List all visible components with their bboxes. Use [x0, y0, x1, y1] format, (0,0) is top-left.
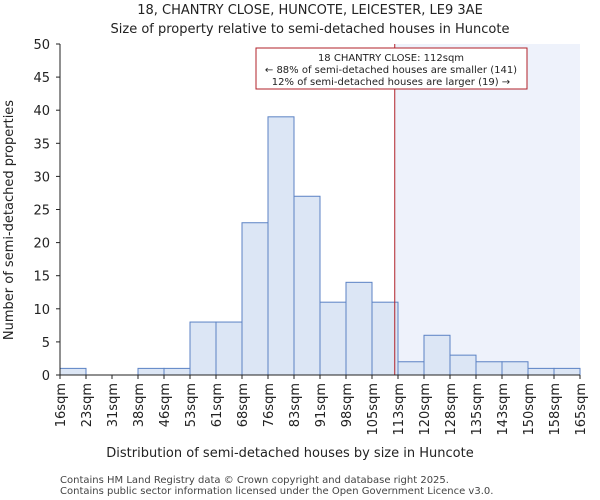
- histogram-bar: [423, 334, 451, 376]
- y-tick-label: 5: [42, 336, 50, 351]
- histogram-bar: [267, 116, 295, 376]
- histogram-bar: [189, 321, 217, 376]
- y-tick-label: 40: [33, 104, 50, 119]
- x-tick-label: 120sqm: [418, 383, 433, 436]
- x-tick-label: 113sqm: [392, 383, 407, 436]
- x-tick-label: 16sqm: [54, 383, 69, 427]
- x-tick-label: 165sqm: [574, 383, 589, 436]
- x-tick-label: 23sqm: [80, 383, 95, 427]
- histogram-bar: [215, 321, 243, 376]
- histogram-bar: [319, 301, 347, 376]
- x-tick-label: 46sqm: [158, 383, 173, 427]
- y-tick-label: 45: [33, 71, 50, 86]
- x-tick-label: 83sqm: [288, 383, 303, 427]
- x-tick-label: 53sqm: [184, 383, 199, 427]
- y-tick-label: 50: [33, 38, 50, 53]
- histogram-bar: [527, 367, 555, 376]
- y-tick-label: 35: [33, 137, 50, 152]
- histogram-bar: [397, 361, 425, 376]
- y-tick-label: 20: [33, 237, 50, 252]
- larger-region-shade: [394, 44, 580, 375]
- x-tick-label: 91sqm: [314, 383, 329, 427]
- chart-title: 18, CHANTRY CLOSE, HUNCOTE, LEICESTER, L…: [137, 3, 483, 18]
- annotation-line-1: 18 CHANTRY CLOSE: 112sqm: [318, 53, 464, 64]
- x-tick-label: 128sqm: [444, 383, 459, 436]
- y-tick-label: 0: [42, 369, 50, 384]
- footer-line-1: Contains HM Land Registry data © Crown c…: [60, 475, 449, 486]
- histogram-bar: [553, 367, 581, 376]
- x-tick-label: 158sqm: [548, 383, 563, 436]
- x-tick-label: 150sqm: [522, 383, 537, 436]
- y-axis-label: Number of semi-detached properties: [2, 100, 17, 340]
- y-tick-label: 10: [33, 303, 50, 318]
- x-axis-label: Distribution of semi-detached houses by …: [106, 446, 473, 461]
- x-tick-label: 31sqm: [106, 383, 121, 427]
- x-tick-label: 105sqm: [366, 383, 381, 436]
- histogram-bar: [449, 354, 477, 376]
- x-tick-label: 76sqm: [262, 383, 277, 427]
- histogram-bar: [241, 222, 269, 376]
- histogram-bar: [137, 367, 165, 376]
- x-tick-label: 98sqm: [340, 383, 355, 427]
- annotation-line-3: 12% of semi-detached houses are larger (…: [272, 77, 510, 88]
- histogram-bar: [163, 367, 191, 376]
- chart-subtitle: Size of property relative to semi-detach…: [111, 22, 510, 37]
- histogram-bar: [345, 281, 373, 376]
- annotation-box: 18 CHANTRY CLOSE: 112sqm ← 88% of semi-d…: [255, 47, 528, 90]
- histogram-bar: [293, 195, 321, 376]
- x-tick-label: 143sqm: [496, 383, 511, 436]
- x-tick-label: 38sqm: [132, 383, 147, 427]
- histogram-bar: [371, 301, 399, 376]
- x-tick-label: 68sqm: [236, 383, 251, 427]
- footer-line-2: Contains public sector information licen…: [60, 486, 493, 497]
- histogram-bar: [59, 367, 87, 376]
- x-tick-label: 61sqm: [210, 383, 225, 427]
- histogram-bar: [475, 361, 503, 376]
- y-tick-label: 30: [33, 170, 50, 185]
- histogram-bar: [501, 361, 529, 376]
- x-tick-label: 135sqm: [470, 383, 485, 436]
- y-tick-label: 15: [33, 270, 50, 285]
- y-tick-label: 25: [33, 204, 50, 219]
- annotation-line-2: ← 88% of semi-detached houses are smalle…: [265, 65, 517, 76]
